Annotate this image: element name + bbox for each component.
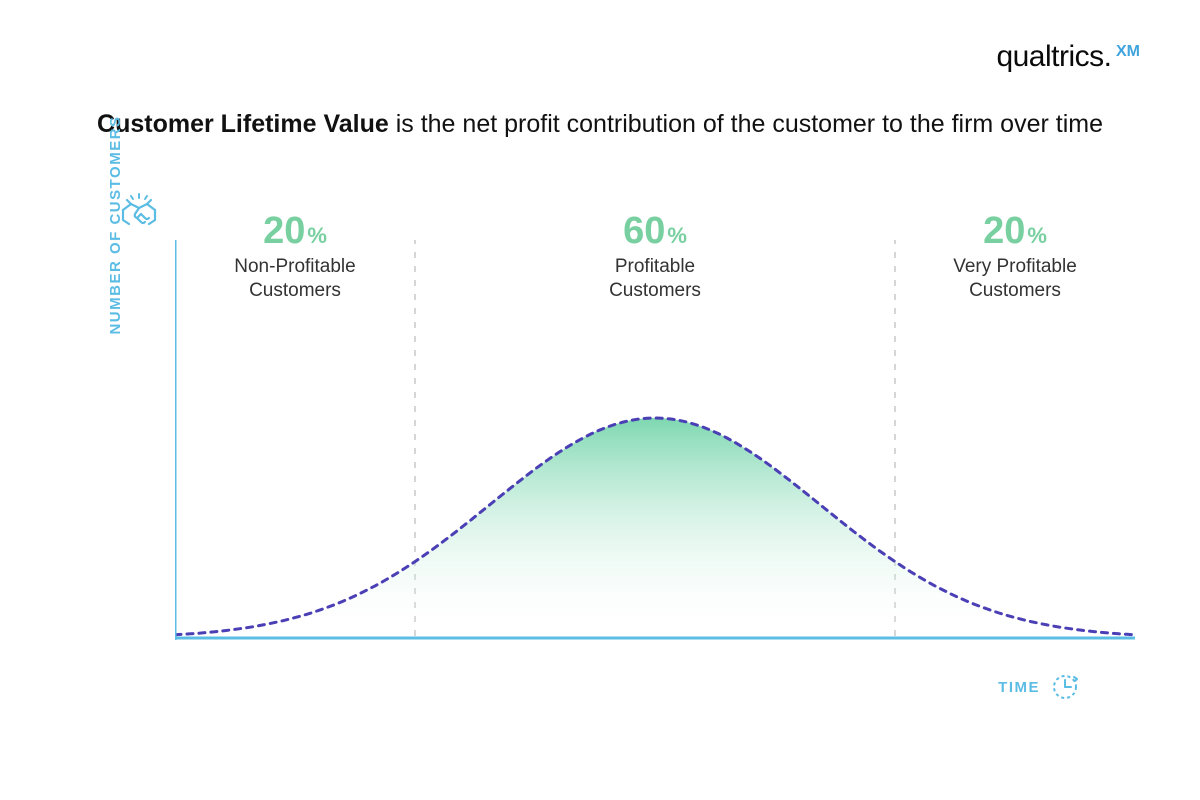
title-rest: is the net profit contribution of the cu… — [389, 110, 1103, 138]
segment-0: 20% Non-ProfitableCustomers — [175, 210, 415, 303]
segment-text: Non-ProfitableCustomers — [175, 255, 415, 303]
percent-sign: % — [667, 223, 687, 249]
brand-logo: qualtrics. XM — [996, 40, 1140, 74]
brand-dot: . — [1104, 40, 1112, 74]
segment-text: Very ProfitableCustomers — [895, 255, 1135, 303]
x-axis-label: TIME — [998, 672, 1080, 702]
title-bold: Customer Lifetime Value — [97, 110, 389, 138]
segment-1: 60% ProfitableCustomers — [415, 210, 895, 303]
segment-2: 20% Very ProfitableCustomers — [895, 210, 1135, 303]
plot-area: 20%Non-ProfitableCustomers60%ProfitableC… — [175, 240, 1135, 640]
title: Customer Lifetime Value is the net profi… — [0, 108, 1200, 142]
percent-sign: % — [307, 223, 327, 249]
clock-icon — [1050, 672, 1080, 702]
brand-name: qualtrics — [996, 40, 1103, 74]
page: qualtrics. XM Customer Lifetime Value is… — [0, 0, 1200, 800]
bell-fill — [175, 418, 1135, 638]
brand-suffix: XM — [1116, 43, 1140, 61]
segment-pct: 20 — [983, 210, 1025, 253]
handshake-icon — [117, 190, 165, 238]
chart: NUMBER OF CUSTOMERS — [75, 210, 1145, 710]
segment-text: ProfitableCustomers — [415, 255, 895, 303]
segment-pct: 60 — [623, 210, 665, 253]
segment-pct: 20 — [263, 210, 305, 253]
percent-sign: % — [1027, 223, 1047, 249]
y-axis-label: NUMBER OF CUSTOMERS — [107, 25, 124, 425]
